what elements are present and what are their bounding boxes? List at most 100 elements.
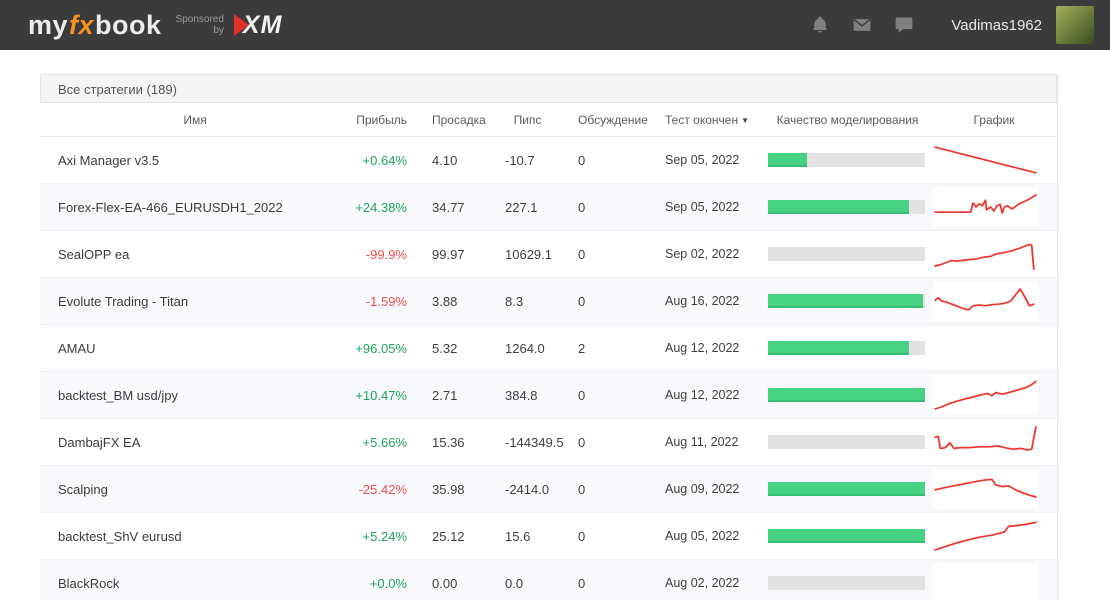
- username[interactable]: Vadimas1962: [951, 16, 1042, 34]
- test-ended-date: Aug 12, 2022: [665, 388, 740, 402]
- quality-progress-track: [768, 435, 925, 449]
- chart-cell: [930, 516, 1058, 556]
- table-row[interactable]: Scalping -25.42% 35.98 -2414.0 0 Aug 09,…: [40, 466, 1057, 513]
- chart-cell: [930, 234, 1058, 274]
- equity-sparkline-chart: [933, 516, 1038, 556]
- discussion-count: 0: [578, 528, 586, 544]
- discussion-count: 0: [578, 434, 586, 450]
- top-navigation-bar: my fx book Sponsored by XM Vadimas1962: [0, 0, 1110, 50]
- myfxbook-logo[interactable]: my fx book: [28, 10, 162, 41]
- table-body: Axi Manager v3.5 +0.64% 4.10 -10.7 0 Sep…: [40, 137, 1057, 600]
- quality-cell: [765, 341, 930, 355]
- test-ended-date: Aug 11, 2022: [665, 435, 739, 449]
- quality-progress-track: [768, 341, 925, 355]
- chart-cell: [930, 328, 1058, 368]
- chart-cell: [930, 187, 1058, 227]
- drawdown-value: 4.10: [432, 152, 458, 168]
- quality-progress-fill: [768, 200, 910, 214]
- equity-sparkline-chart: [933, 375, 1038, 415]
- table-row[interactable]: BlackRock +0.0% 0.00 0.0 0 Aug 02, 2022: [40, 560, 1057, 600]
- discussion-count: 0: [578, 387, 586, 403]
- column-header-quality[interactable]: Качество моделирования: [776, 112, 919, 127]
- equity-sparkline-chart: [933, 281, 1038, 321]
- test-ended-date: Sep 05, 2022: [665, 153, 740, 167]
- test-ended-date: Aug 05, 2022: [665, 529, 740, 543]
- drawdown-value: 99.97: [432, 246, 465, 262]
- discussion-count: 0: [578, 481, 586, 497]
- table-row[interactable]: backtest_BM usd/jpy +10.47% 2.71 384.8 0…: [40, 372, 1057, 419]
- chart-cell: [930, 422, 1058, 462]
- quality-cell: [765, 435, 930, 449]
- quality-progress-fill: [768, 153, 808, 167]
- chart-cell: [930, 140, 1058, 180]
- strategy-name-link[interactable]: Evolute Trading - Titan: [58, 293, 189, 309]
- bell-icon[interactable]: [810, 15, 830, 35]
- equity-sparkline-chart: [933, 563, 1038, 600]
- column-header-discussion[interactable]: Обсуждение: [578, 112, 648, 127]
- chat-icon[interactable]: [894, 15, 914, 35]
- test-ended-date: Sep 05, 2022: [665, 200, 740, 214]
- quality-progress-fill: [768, 529, 925, 543]
- logo-fx: fx: [69, 9, 95, 40]
- pips-value: 15.6: [505, 528, 531, 544]
- table-row[interactable]: Evolute Trading - Titan -1.59% 3.88 8.3 …: [40, 278, 1057, 325]
- drawdown-value: 5.32: [432, 340, 458, 356]
- quality-progress-fill: [768, 294, 924, 308]
- equity-sparkline-chart: [933, 140, 1038, 180]
- test-ended-date: Aug 09, 2022: [665, 482, 740, 496]
- profit-value: +5.66%: [362, 434, 407, 450]
- logo-my: my: [28, 9, 69, 40]
- strategy-name-link[interactable]: DambajFX EA: [58, 434, 141, 450]
- table-row[interactable]: backtest_ShV eurusd +5.24% 25.12 15.6 0 …: [40, 513, 1057, 560]
- test-ended-date: Sep 02, 2022: [665, 247, 740, 261]
- discussion-count: 0: [578, 246, 586, 262]
- strategy-name-link[interactable]: AMAU: [58, 340, 96, 356]
- xm-red-triangle-icon: [233, 14, 249, 36]
- profit-value: +0.0%: [369, 575, 407, 591]
- pips-value: 1264.0: [505, 340, 545, 356]
- sort-desc-icon: ▼: [741, 115, 749, 125]
- drawdown-value: 34.77: [432, 199, 465, 215]
- column-header-name[interactable]: Имя: [183, 112, 207, 127]
- equity-sparkline-chart: [933, 234, 1038, 274]
- quality-cell: [765, 153, 930, 167]
- profit-value: +5.24%: [362, 528, 407, 544]
- column-header-drawdown[interactable]: Просадка: [432, 112, 486, 127]
- drawdown-value: 3.88: [432, 293, 458, 309]
- xm-sponsor-logo[interactable]: XM: [233, 11, 283, 40]
- quality-cell: [765, 294, 930, 308]
- table-row[interactable]: AMAU +96.05% 5.32 1264.0 2 Aug 12, 2022: [40, 325, 1057, 372]
- table-row[interactable]: Forex-Flex-EA-466_EURUSDH1_2022 +24.38% …: [40, 184, 1057, 231]
- quality-progress-track: [768, 153, 925, 167]
- test-ended-date: Aug 16, 2022: [665, 294, 740, 308]
- quality-progress-fill: [768, 482, 925, 496]
- strategy-name-link[interactable]: BlackRock: [58, 575, 120, 591]
- strategy-name-link[interactable]: backtest_BM usd/jpy: [58, 387, 178, 403]
- chart-cell: [930, 563, 1058, 600]
- table-row[interactable]: SealOPP ea -99.9% 99.97 10629.1 0 Sep 02…: [40, 231, 1057, 278]
- discussion-count: 2: [578, 340, 586, 356]
- drawdown-value: 35.98: [432, 481, 465, 497]
- column-header-profit[interactable]: Прибыль: [356, 112, 407, 127]
- strategy-name-link[interactable]: backtest_ShV eurusd: [58, 528, 182, 544]
- table-row[interactable]: Axi Manager v3.5 +0.64% 4.10 -10.7 0 Sep…: [40, 137, 1057, 184]
- profit-value: -25.42%: [358, 481, 407, 497]
- quality-progress-track: [768, 294, 925, 308]
- table-row[interactable]: DambajFX EA +5.66% 15.36 -144349.5 0 Aug…: [40, 419, 1057, 466]
- quality-cell: [765, 576, 930, 590]
- chart-cell: [930, 469, 1058, 509]
- quality-progress-track: [768, 247, 925, 261]
- test-ended-date: Aug 02, 2022: [665, 576, 740, 590]
- quality-progress-fill: [768, 388, 925, 402]
- strategy-name-link[interactable]: SealOPP ea: [58, 246, 130, 262]
- strategy-name-link[interactable]: Axi Manager v3.5: [58, 152, 160, 168]
- column-header-test-ended[interactable]: Тест окончен ▼: [665, 112, 749, 127]
- avatar[interactable]: [1056, 6, 1094, 44]
- test-ended-date: Aug 12, 2022: [665, 341, 740, 355]
- mail-icon[interactable]: [852, 15, 872, 35]
- strategy-name-link[interactable]: Forex-Flex-EA-466_EURUSDH1_2022: [58, 199, 283, 215]
- column-header-chart[interactable]: График: [973, 112, 1015, 127]
- strategy-name-link[interactable]: Scalping: [58, 481, 108, 497]
- column-header-pips[interactable]: Пипс: [513, 112, 542, 127]
- logo-book: book: [95, 9, 162, 40]
